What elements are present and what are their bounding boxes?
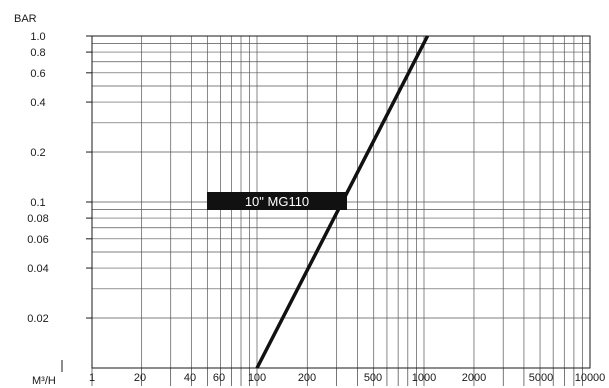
- x-tick-label: 5000: [529, 372, 553, 384]
- y-tick-label: 0.06: [27, 234, 48, 246]
- y-tick-label: 1.0: [30, 31, 45, 43]
- y-tick-label: 0.8: [30, 47, 45, 59]
- y-axis-label: BAR: [14, 13, 37, 25]
- y-tick-label: 0.6: [30, 68, 45, 80]
- y-axis-ticks: 1.0 0.8 0.6 0.4 0.2 0.1 0.08 0.06 0.04 0.02: [27, 31, 92, 372]
- x-tick-label: 10000: [575, 372, 606, 384]
- x-tick-label: 500: [364, 372, 382, 384]
- series-label-text: 10" MG110: [245, 194, 309, 209]
- x-axis-ticks: 1 20 40 60 100 200 500 1000 2000 5000 10000: [89, 368, 605, 386]
- series-label-box: 10" MG110: [207, 192, 347, 210]
- y-tick-label: 0.02: [27, 313, 48, 325]
- x-axis-label: M³/H: [32, 375, 56, 387]
- y-tick-label: 0.08: [27, 213, 48, 225]
- x-tick-label: 40: [184, 372, 196, 384]
- y-tick-label: 0.1: [30, 197, 45, 209]
- chart-grid: [92, 36, 590, 368]
- annotation-layer: 10" MG110: [207, 192, 347, 210]
- x-tick-label: 20: [134, 372, 146, 384]
- x-tick-label: 60: [213, 372, 225, 384]
- series-label-background: [207, 192, 347, 210]
- y-tick-label: 0.2: [30, 147, 45, 159]
- y-tick-label: 0.4: [30, 97, 45, 109]
- y-tick-label: 0.04: [27, 263, 48, 275]
